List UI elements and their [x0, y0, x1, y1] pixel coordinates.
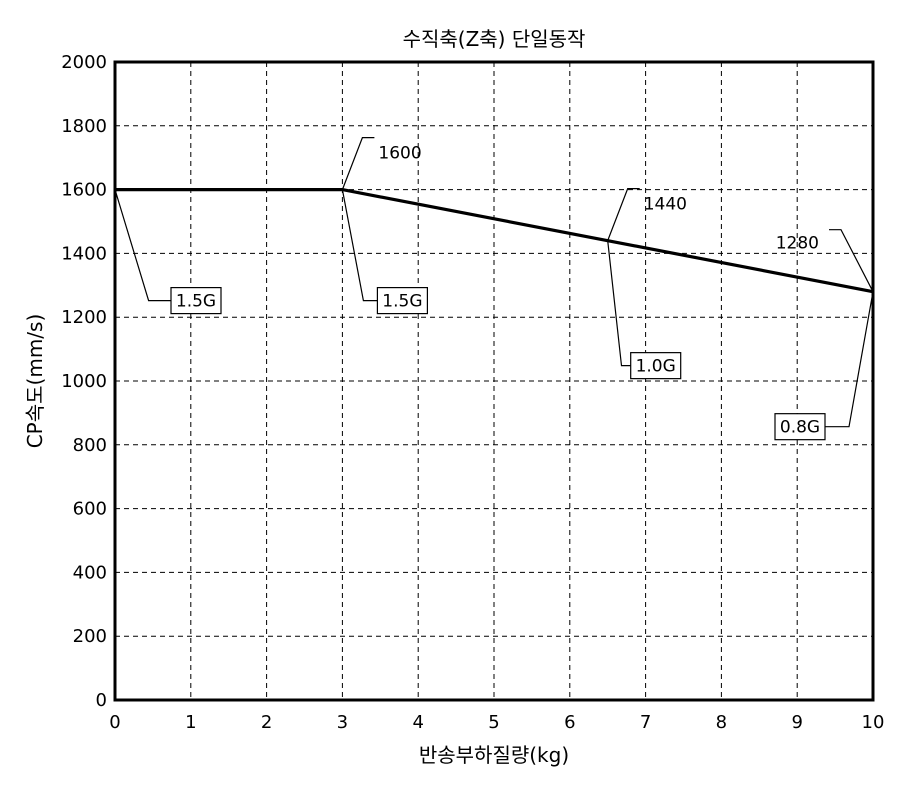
y-tick-label: 200: [73, 626, 107, 647]
x-axis-label: 반송부하질량(kg): [419, 743, 569, 767]
tick-labels: 0 1 2 3 4 5 6 7 8 9 10 0 200 400 600 800 1000 1200 1400 160…: [61, 52, 884, 733]
x-tick-label: 1: [185, 712, 196, 733]
value-leader-line: [607, 188, 640, 241]
accel-leader-line: [607, 240, 631, 367]
accel-label-box: [774, 413, 826, 441]
y-tick-label: 1600: [61, 180, 107, 201]
y-tick-label: 1000: [61, 371, 107, 392]
value-leader-line: [829, 229, 874, 292]
x-tick-label: 0: [109, 712, 120, 733]
y-axis-label: CP속도(mm/s): [23, 314, 47, 449]
accel-label: 1.0G: [636, 357, 676, 377]
accel-leader-line: [341, 189, 378, 302]
value-leader-line: [341, 137, 375, 190]
x-tick-label: 4: [412, 712, 423, 733]
y-tick-label: 400: [73, 562, 107, 583]
x-tick-label: 2: [261, 712, 272, 733]
accel-label: 1.5G: [382, 292, 422, 312]
value-label: 1600: [378, 144, 421, 164]
accel-leader-line: [114, 189, 171, 302]
x-tick-label: 8: [716, 712, 727, 733]
series-line: [115, 188, 874, 294]
accel-label: 0.8G: [780, 418, 820, 438]
y-tick-label: 1800: [61, 116, 107, 137]
plot-frame: [113, 60, 875, 702]
x-tick-label: 5: [488, 712, 499, 733]
y-tick-label: 2000: [61, 52, 107, 73]
x-tick-label: 10: [862, 712, 885, 733]
y-tick-label: 800: [73, 435, 107, 456]
chart-title: 수직축(Z축) 단일동작: [403, 27, 586, 51]
x-tick-label: 7: [640, 712, 651, 733]
y-tick-label: 1400: [61, 243, 107, 264]
x-tick-label: 9: [791, 712, 802, 733]
series-lines: [115, 188, 874, 294]
accel-leader-line: [825, 291, 874, 428]
y-tick-label: 1200: [61, 307, 107, 328]
value-label: 1280: [776, 234, 819, 254]
accel-label-box: [170, 287, 222, 315]
accel-label-box: [630, 352, 682, 380]
x-tick-label: 6: [564, 712, 575, 733]
y-tick-label: 600: [73, 499, 107, 520]
x-tick-label: 3: [337, 712, 348, 733]
accel-label-box: [376, 287, 428, 315]
value-label: 1440: [644, 195, 687, 215]
y-tick-label: 0: [96, 690, 107, 711]
annotations: 1600 1440 1280 1.5G 1.5G 1.0G 0.8G: [114, 137, 874, 441]
accel-label: 1.5G: [176, 292, 216, 312]
grid: [115, 62, 873, 700]
